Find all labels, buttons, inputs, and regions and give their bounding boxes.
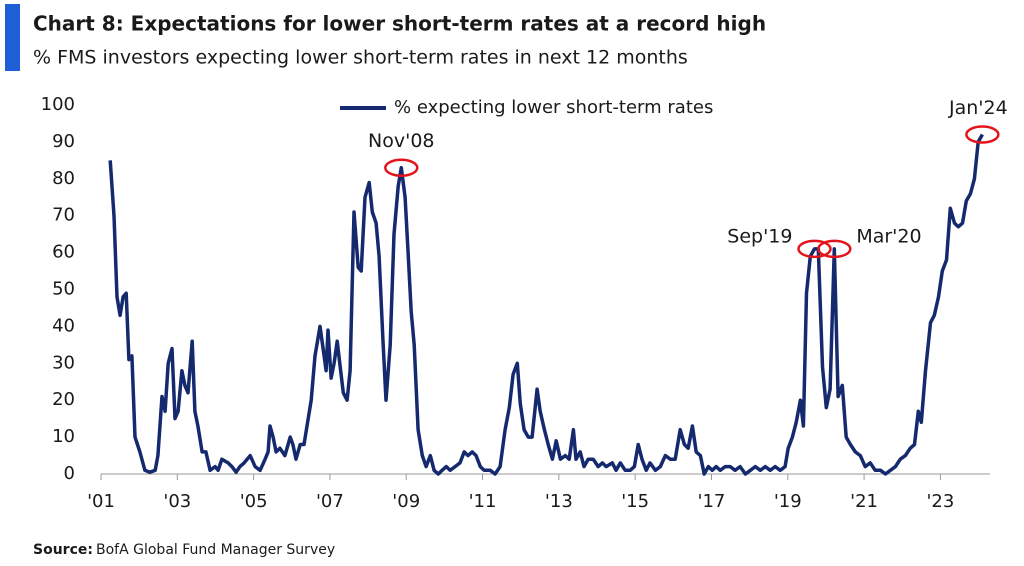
y-tick-label: 70 <box>52 205 75 226</box>
annotation-label: Jan'24 <box>948 97 1008 119</box>
annotation-circle <box>797 239 832 259</box>
annotation-label: Mar'20 <box>856 225 921 247</box>
x-tick-label: '05 <box>240 491 268 512</box>
x-tick-label: '13 <box>545 491 573 512</box>
annotation-circle <box>965 125 1000 144</box>
accent-bar <box>5 4 20 71</box>
annotation-circle <box>384 158 419 177</box>
x-tick-label: '01 <box>87 491 115 512</box>
x-tick-label: '17 <box>698 491 726 512</box>
y-tick-label: 0 <box>64 463 75 484</box>
x-tick-label: '19 <box>774 491 802 512</box>
chart-subtitle: % FMS investors expecting lower short-te… <box>33 47 688 69</box>
x-tick-label: '21 <box>850 491 878 512</box>
annotation-label: Nov'08 <box>368 130 434 152</box>
x-tick-label: '03 <box>163 491 191 512</box>
annotation-label: Sep'19 <box>727 225 792 247</box>
source-label: Source: <box>33 542 93 558</box>
y-tick-label: 90 <box>52 131 75 152</box>
chart-title: Chart 8: Expectations for lower short-te… <box>33 12 766 36</box>
y-tick-label: 30 <box>52 352 75 373</box>
x-tick-label: '15 <box>621 491 649 512</box>
x-tick-label: '07 <box>316 491 344 512</box>
x-tick-label: '09 <box>392 491 420 512</box>
legend-label: % expecting lower short-term rates <box>394 97 713 118</box>
series-line <box>108 133 984 476</box>
y-tick-label: 20 <box>52 389 75 410</box>
y-tick-label: 10 <box>52 426 75 447</box>
y-tick-label: 60 <box>52 242 75 263</box>
x-tick-label: '23 <box>926 491 954 512</box>
y-tick-label: 40 <box>52 315 75 336</box>
y-tick-label: 50 <box>52 279 75 300</box>
y-tick-label: 100 <box>41 94 75 115</box>
y-tick-label: 80 <box>52 168 75 189</box>
x-tick-label: '11 <box>469 491 497 512</box>
annotation-circle <box>817 239 852 259</box>
source: BofA Global Fund Manager Survey <box>96 542 335 558</box>
